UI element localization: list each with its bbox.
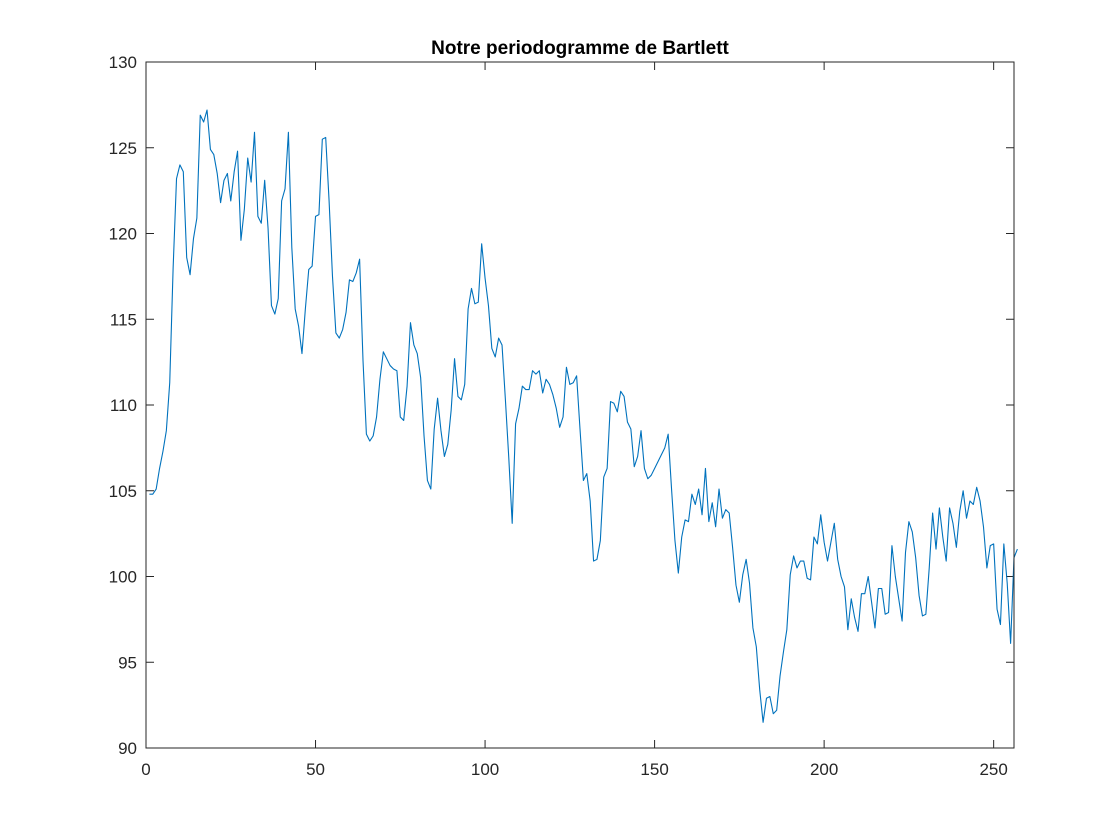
y-tick-label: 110 <box>110 396 137 415</box>
y-tick-label: 115 <box>110 310 137 329</box>
x-tick-label: 200 <box>810 760 838 779</box>
y-tick-label: 95 <box>118 653 137 672</box>
y-tick-label: 90 <box>118 739 137 758</box>
x-tick-label: 0 <box>141 760 150 779</box>
y-tick-label: 120 <box>109 225 137 244</box>
x-tick-label: 50 <box>306 760 325 779</box>
chart-title: Notre periodogramme de Bartlett <box>431 38 729 59</box>
x-tick-label: 150 <box>640 760 668 779</box>
y-tick-label: 130 <box>109 53 137 72</box>
x-tick-label: 250 <box>979 760 1007 779</box>
y-tick-label: 125 <box>109 139 137 158</box>
x-axis-ticks: 0 50 100 150 200 250 <box>141 62 1008 779</box>
y-tick-label: 105 <box>109 482 137 501</box>
series-line <box>149 109 1018 723</box>
x-tick-label: 100 <box>471 760 499 779</box>
y-tick-label: 100 <box>109 568 137 587</box>
y-axis-ticks: 90 95 100 105 110 115 120 125 130 <box>109 53 1014 758</box>
plot-frame <box>145 61 1015 749</box>
plot-area <box>146 62 1014 748</box>
